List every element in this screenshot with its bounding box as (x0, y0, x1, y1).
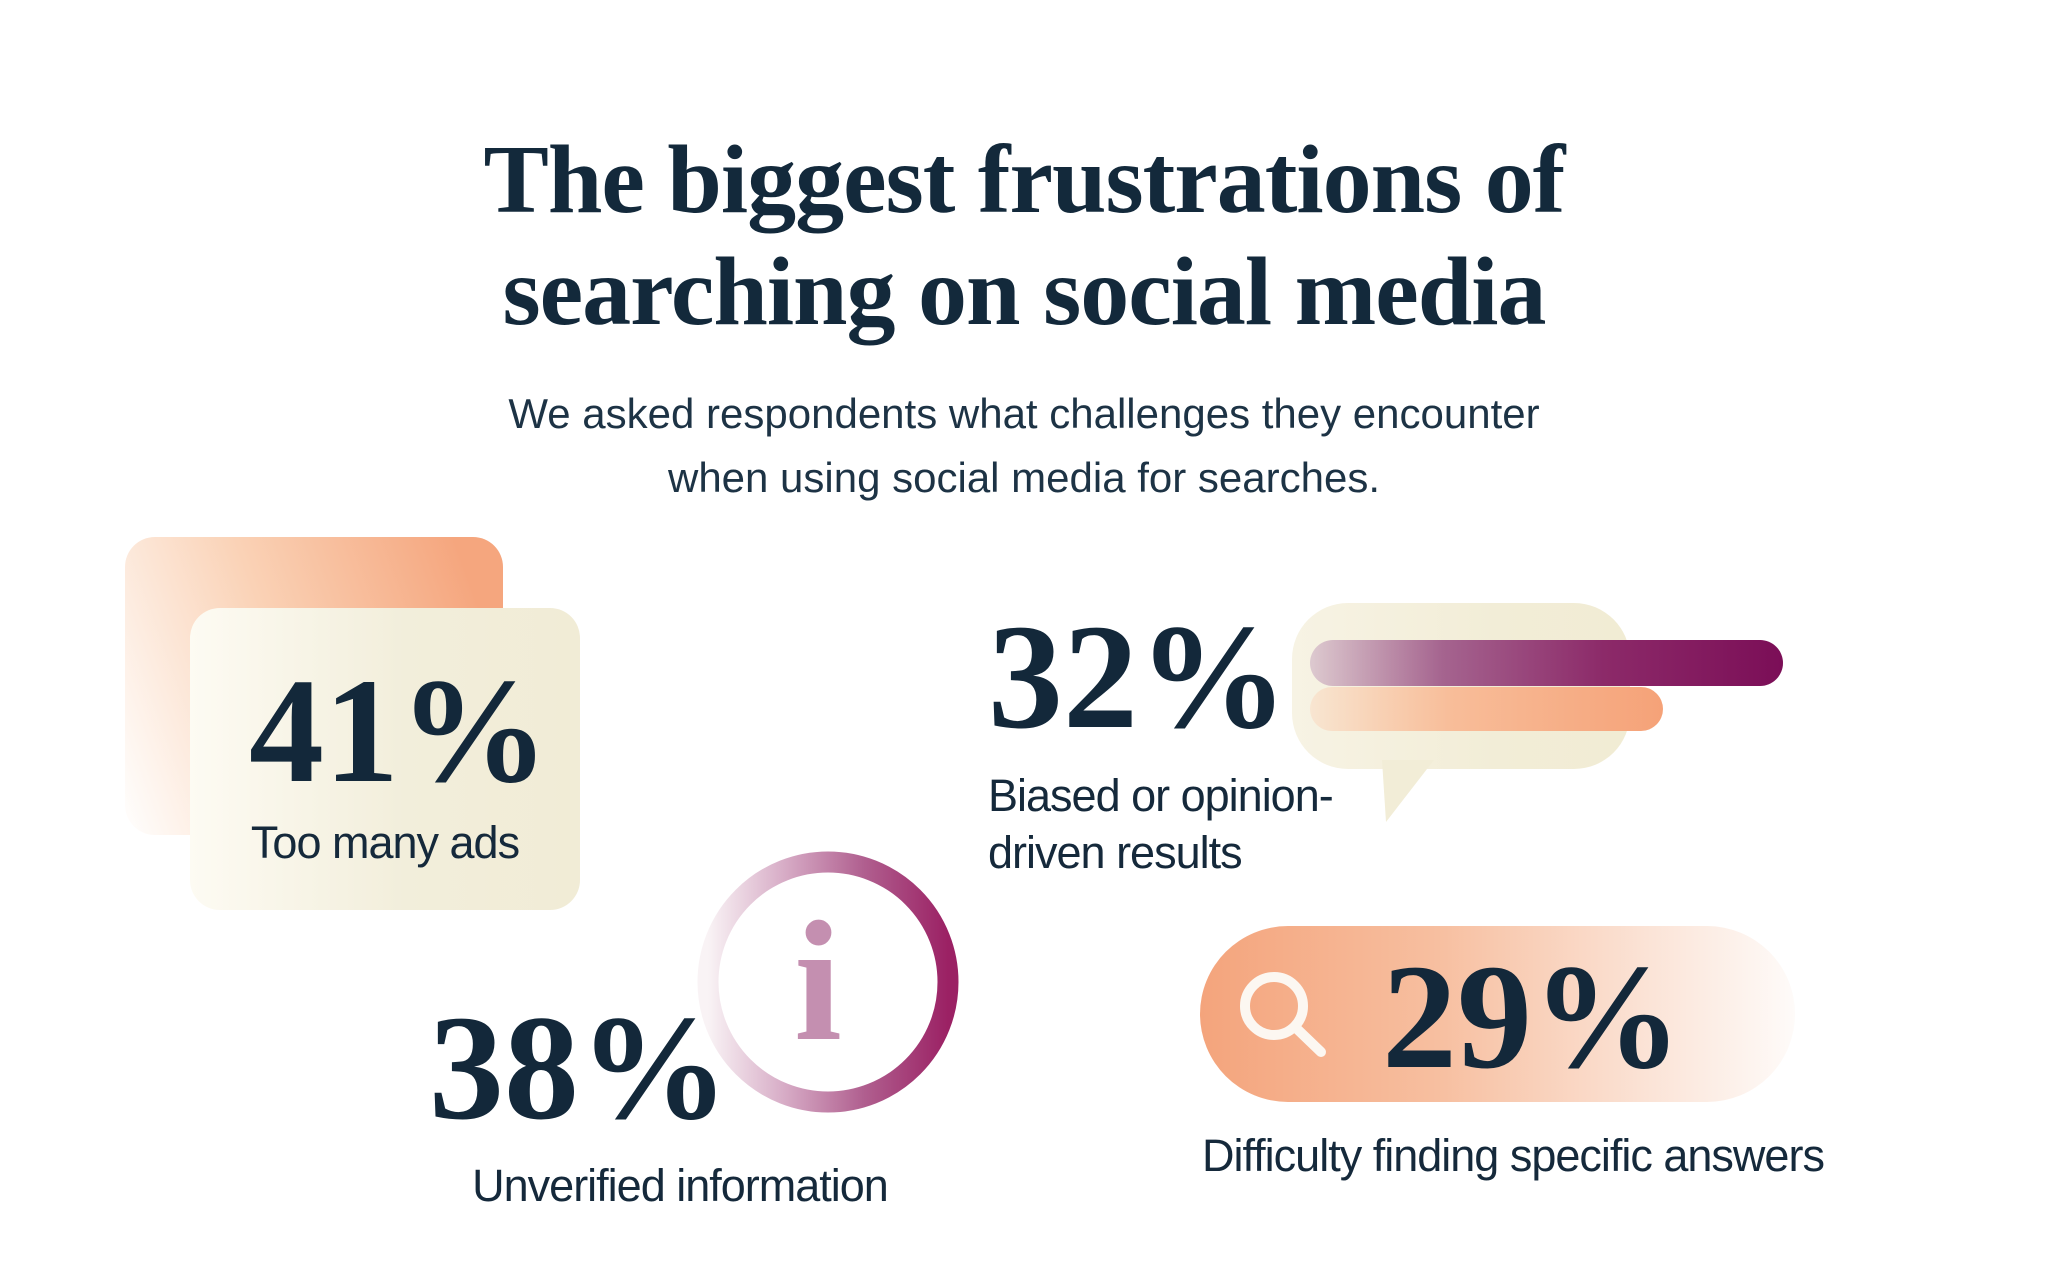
subtitle-line-1: We asked respondents what challenges the… (508, 390, 1540, 437)
page-subtitle: We asked respondents what challenges the… (0, 382, 2048, 510)
stat-biased-label-line-2: driven results (988, 827, 1243, 878)
speech-bubble-tail (1382, 760, 1434, 822)
stat-difficulty-label: Difficulty finding specific answers (1202, 1130, 1825, 1181)
title-line-1: The biggest frustrations of (483, 125, 1566, 234)
speech-bubble-icon (1292, 603, 1630, 769)
stat-difficulty-value: 29% (1382, 934, 1682, 1100)
stat-biased-value: 32% (988, 594, 1288, 760)
info-icon-glyph: i (794, 886, 842, 1077)
stat-biased-label: Biased or opinion- driven results (988, 767, 1334, 881)
bubble-bar-purple (1310, 640, 1783, 686)
bubble-bar-orange (1310, 687, 1663, 731)
stat-ads-label: Too many ads (250, 817, 520, 868)
stat-unverified-value: 38% (429, 985, 729, 1151)
search-icon (1240, 972, 1326, 1057)
title-line-2: searching on social media (502, 237, 1546, 346)
page-title: The biggest frustrations of searching on… (0, 124, 2048, 348)
info-icon (697, 851, 959, 1113)
subtitle-line-2: when using social media for searches. (667, 454, 1381, 501)
stat-biased-label-line-1: Biased or opinion- (988, 770, 1334, 821)
stat-ads-value: 41% (249, 648, 549, 814)
stat-unverified-label: Unverified information (472, 1160, 889, 1211)
stat-ads-card (190, 608, 580, 910)
